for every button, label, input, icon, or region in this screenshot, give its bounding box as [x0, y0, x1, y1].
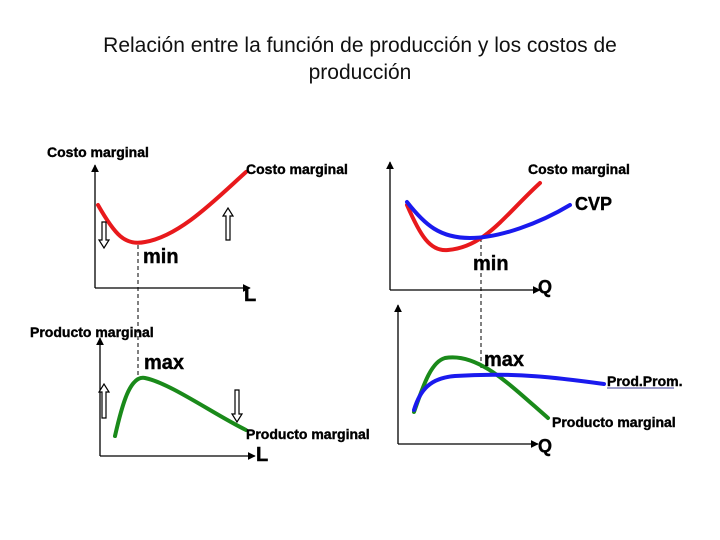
- max-label-left: max: [144, 352, 184, 374]
- costo-marginal-axis-label: Costo marginal: [47, 144, 149, 160]
- arrow-up-icon: [97, 382, 111, 419]
- min-label-right: min: [473, 253, 509, 275]
- cvp-label: CVP: [575, 194, 612, 214]
- costo-marginal-right-label: Costo marginal: [528, 161, 630, 177]
- marginal-cost-curve-left: [96, 170, 248, 245]
- l-axis-label-bottom: L: [256, 444, 268, 466]
- l-axis-label-top: L: [244, 284, 256, 306]
- marginal-product-curve-right: [412, 355, 550, 420]
- bottom-right-axes: [394, 304, 539, 448]
- marginal-cost-curve-right: [405, 181, 542, 253]
- bottom-left-axes: [96, 337, 256, 460]
- prod-prom-label: Prod.Prom.: [607, 373, 682, 389]
- arrow-up-icon: [221, 206, 235, 241]
- producto-marginal-right-label: Producto marginal: [552, 414, 676, 430]
- q-axis-label-bottom: Q: [538, 436, 552, 456]
- arrow-down-icon: [97, 221, 111, 250]
- producto-marginal-curve-label: Producto marginal: [246, 426, 370, 442]
- title-line-1: Relación entre la función de producción …: [103, 34, 617, 57]
- average-product-curve: [412, 372, 606, 412]
- q-axis-label-top: Q: [538, 277, 552, 297]
- arrow-down-icon: [230, 389, 244, 424]
- min-label-left: min: [143, 246, 179, 268]
- top-right-axes: [386, 161, 541, 294]
- marginal-product-curve-left: [113, 375, 248, 438]
- top-left-axes: [91, 164, 251, 292]
- producto-marginal-axis-label: Producto marginal: [30, 324, 154, 340]
- max-label-right: max: [484, 349, 524, 371]
- average-variable-cost-curve: [405, 200, 572, 241]
- title-line-2: producción: [308, 61, 412, 84]
- costo-marginal-curve-label: Costo marginal: [246, 161, 348, 177]
- page-title: Relación entre la función de producción …: [40, 32, 680, 86]
